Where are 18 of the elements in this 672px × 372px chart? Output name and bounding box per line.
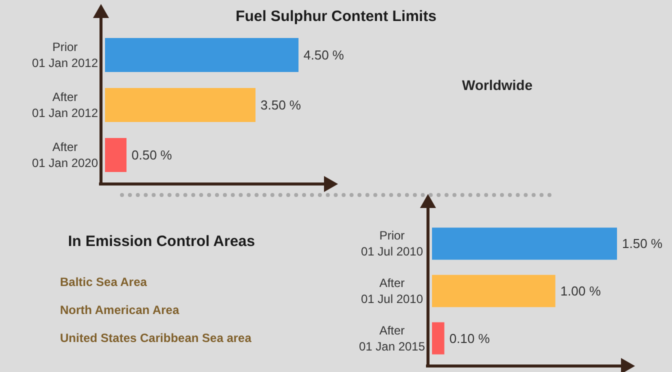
data-label: 4.50 % [304,48,344,62]
data-label: 1.00 % [560,284,602,298]
text: North American Area [60,303,180,317]
y-tick-label: After 01 Jul 2010 [360,276,424,306]
y-tick-label: After 01 Jan 2012 [32,90,98,120]
text: Baltic Sea Area [60,275,148,289]
y-tick-label: After 01 Jan 2020 [32,140,98,170]
data-label: 0.50 % [132,148,172,162]
data-label: 3.50 % [260,98,302,112]
y-tick-label: After 01 Jan 2015 [358,323,426,354]
text: Fuel Sulphur Content Limits [236,8,436,25]
y-tick-label: Prior 01 Jul 2010 [360,228,424,259]
data-label: 0.10 % [449,330,490,346]
text: United States Caribbean Sea area [60,331,252,345]
text: Worldwide [462,77,533,93]
data-label: 1.50 % [622,236,663,252]
y-tick-label: Prior 01 Jan 2012 [32,40,98,70]
text: In Emission Control Areas [68,233,255,250]
